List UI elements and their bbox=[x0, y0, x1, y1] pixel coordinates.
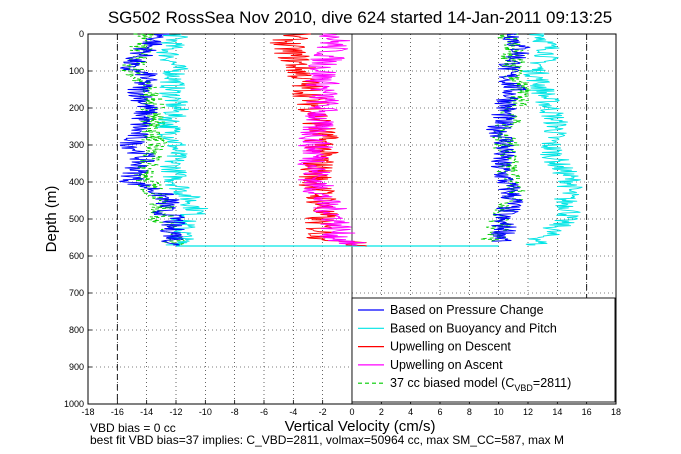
y-tick-label: 600 bbox=[69, 251, 84, 261]
y-tick-label: 200 bbox=[69, 103, 84, 113]
legend-box bbox=[351, 297, 616, 403]
legend-label: 37 cc biased model (CVBD=2811) bbox=[390, 376, 571, 393]
y-tick-label: 400 bbox=[69, 177, 84, 187]
chart-title: SG502 RossSea Nov 2010, dive 624 started… bbox=[108, 8, 612, 27]
reference-lines bbox=[116, 34, 588, 404]
x-tick-label: -18 bbox=[81, 407, 94, 417]
x-tick-label: 2 bbox=[379, 407, 384, 417]
series-line-1-descent bbox=[155, 33, 209, 246]
x-axis-label: Vertical Velocity (cm/s) bbox=[285, 418, 436, 435]
series-line-1-ascent bbox=[522, 33, 583, 246]
x-tick-label: -8 bbox=[231, 407, 239, 417]
y-tick-label: 1000 bbox=[64, 399, 84, 409]
footer-line-2: best fit VBD bias=37 implies: C_VBD=2811… bbox=[90, 433, 564, 447]
legend-label: Based on Buoyancy and Pitch bbox=[390, 321, 557, 335]
x-tick-label: 10 bbox=[494, 407, 504, 417]
legend-label: Based on Pressure Change bbox=[390, 303, 544, 317]
x-tick-label: -6 bbox=[260, 407, 268, 417]
x-tick-label: -4 bbox=[289, 407, 297, 417]
axis-ticks: -18 -16 -14 -12 -10 -8 -6 -4 -2 0 2 4 6 8 10 12 14 16 18 0 1… bbox=[64, 29, 621, 417]
x-tick-label: -2 bbox=[319, 407, 327, 417]
series-layer bbox=[119, 33, 583, 247]
y-tick-label: 300 bbox=[69, 140, 84, 150]
x-tick-label: 0 bbox=[349, 407, 354, 417]
legend-label: Upwelling on Descent bbox=[390, 340, 511, 354]
x-tick-label: 14 bbox=[552, 407, 562, 417]
x-tick-label: 6 bbox=[437, 407, 442, 417]
x-tick-label: -10 bbox=[199, 407, 212, 417]
y-tick-label: 500 bbox=[69, 214, 84, 224]
x-tick-label: -12 bbox=[169, 407, 182, 417]
x-tick-label: 16 bbox=[582, 407, 592, 417]
y-tick-label: 100 bbox=[69, 66, 84, 76]
y-tick-label: 0 bbox=[79, 29, 84, 39]
x-tick-label: 4 bbox=[408, 407, 413, 417]
y-axis-label: Depth (m) bbox=[43, 186, 60, 253]
y-tick-label: 800 bbox=[69, 325, 84, 335]
x-tick-label: -16 bbox=[111, 407, 124, 417]
legend: Based on Pressure Change Based on Buoyanc… bbox=[351, 297, 616, 403]
x-tick-label: 18 bbox=[611, 407, 621, 417]
footer-line-1: VBD bias = 0 cc bbox=[90, 421, 176, 435]
series-line-0-descent bbox=[119, 33, 186, 246]
y-tick-label: 900 bbox=[69, 362, 84, 372]
series-line-3-profile bbox=[297, 33, 366, 246]
y-tick-label: 700 bbox=[69, 288, 84, 298]
x-tick-label: 8 bbox=[467, 407, 472, 417]
legend-label: Upwelling on Ascent bbox=[390, 358, 503, 372]
series-line-0-ascent bbox=[486, 33, 531, 242]
series-line-4-descent bbox=[120, 33, 186, 246]
x-tick-label: -14 bbox=[140, 407, 153, 417]
x-tick-label: 12 bbox=[523, 407, 533, 417]
